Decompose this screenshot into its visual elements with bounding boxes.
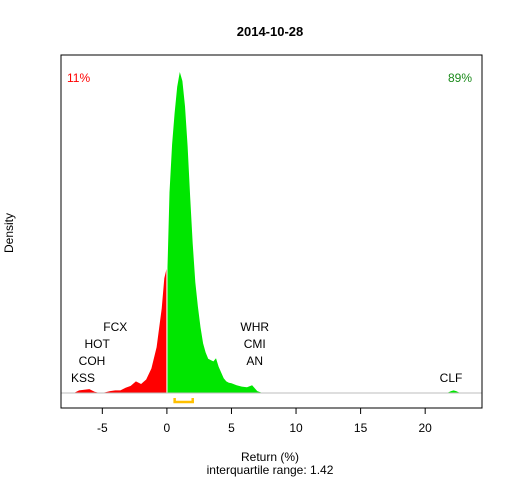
x-axis-label: Return (%)	[241, 450, 299, 464]
x-tick-label: 10	[289, 421, 303, 435]
iqr-bracket	[173, 398, 194, 404]
ticker-label: WHR	[240, 320, 269, 334]
ticker-label: FCX	[103, 320, 127, 334]
negative-density-area	[73, 267, 167, 393]
ticker-label: AN	[246, 354, 263, 368]
y-axis-label: Density	[2, 213, 16, 253]
positive-share-label: 89%	[448, 71, 472, 85]
x-tick-label: 5	[228, 421, 235, 435]
iqr-label: interquartile range: 1.42	[207, 463, 334, 477]
ticker-label: HOT	[84, 337, 110, 351]
ticker-label: COH	[79, 354, 106, 368]
x-tick-label: 20	[418, 421, 432, 435]
positive-tail-density-area	[445, 390, 462, 393]
ticker-label: CLF	[440, 371, 463, 385]
plot-area	[60, 54, 483, 409]
plot-frame	[60, 54, 483, 409]
x-tick-label: 15	[354, 421, 368, 435]
x-tick-label: 0	[164, 421, 171, 435]
positive-density-area	[167, 72, 273, 393]
ticker-label: CMI	[244, 337, 266, 351]
x-axis: -5 0 5 10 15 20	[97, 408, 432, 435]
chart-title: 2014-10-28	[237, 24, 304, 39]
negative-share-label: 11%	[67, 71, 90, 85]
ticker-label: KSS	[71, 371, 95, 385]
x-tick-label: -5	[97, 421, 108, 435]
ticker-annotations: FCX HOT COH KSS WHR CMI AN CLF	[71, 320, 462, 385]
